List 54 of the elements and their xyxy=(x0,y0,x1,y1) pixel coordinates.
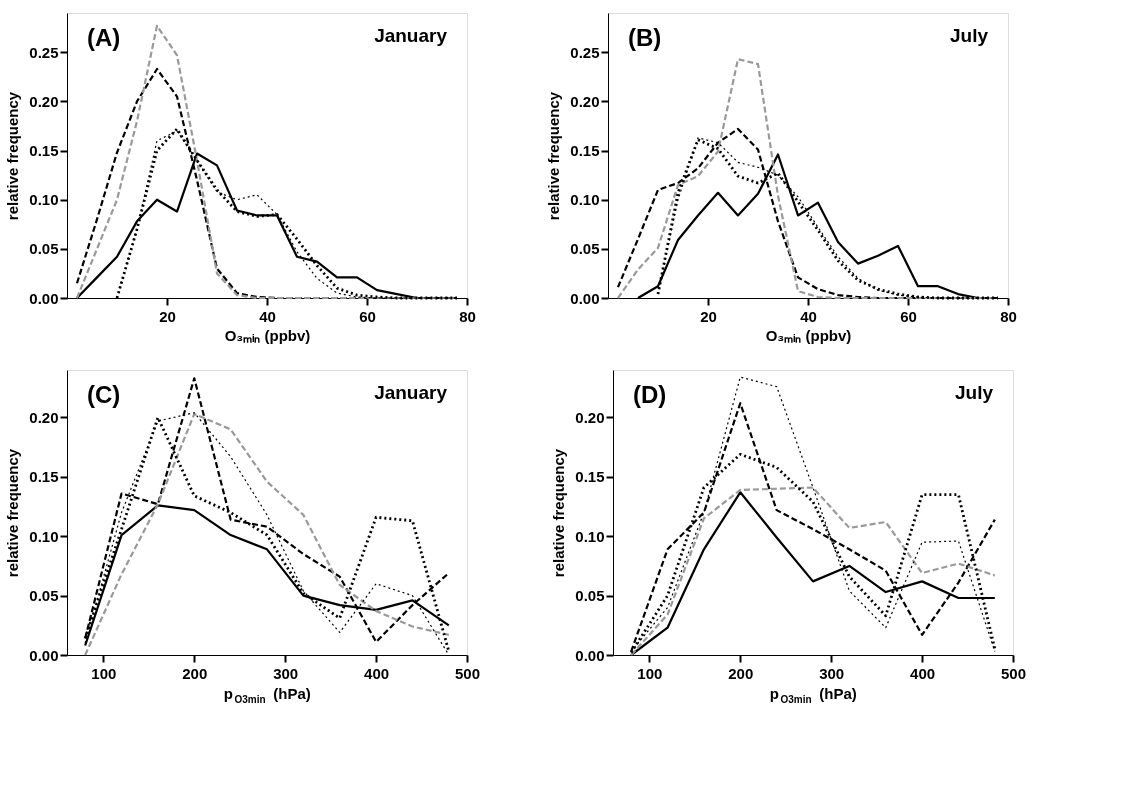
x-tick-label: 20 xyxy=(700,307,717,325)
y-tick-label: 0.20 xyxy=(570,92,600,110)
y-tick-label: 0.15 xyxy=(575,468,605,486)
x-tick-label: 20 xyxy=(159,307,176,325)
y-tick-label: 0.10 xyxy=(570,191,600,209)
x-tick-label: 300 xyxy=(273,664,299,682)
y-axis-title: relative frequency xyxy=(4,448,22,578)
x-tick-label: 200 xyxy=(182,664,208,682)
x-tick-label: 200 xyxy=(728,664,754,682)
annotation: (D) xyxy=(633,381,667,408)
y-tick-label: 0.20 xyxy=(575,409,605,426)
x-tick-label: 60 xyxy=(359,307,376,325)
y-tick-label: 0.00 xyxy=(575,646,605,664)
x-axis-title: O₃ₘᵢₙ (ppbv) xyxy=(224,326,311,344)
y-tick-label: 0.10 xyxy=(29,191,59,209)
annotation: (B) xyxy=(628,24,662,51)
x-axis-title: O₃ₘᵢₙ (ppbv) xyxy=(765,326,852,344)
y-tick-label: 0.10 xyxy=(29,527,59,545)
x-tick-label: 100 xyxy=(637,664,663,682)
x-tick-label: 400 xyxy=(910,664,936,682)
y-axis-title: relative frequency xyxy=(550,448,568,578)
y-tick-label: 0.25 xyxy=(29,43,59,61)
y-tick-label: 0.05 xyxy=(29,587,59,605)
y-tick-label: 0.05 xyxy=(570,240,600,258)
annotation: January xyxy=(374,25,448,46)
y-tick-label: 0.25 xyxy=(570,43,600,61)
x-tick-label: 60 xyxy=(900,307,917,325)
y-tick-label: 0.15 xyxy=(29,468,59,486)
x-tick-label: 80 xyxy=(1000,307,1017,325)
y-axis-title: relative frequency xyxy=(4,91,22,221)
x-tick-label: 400 xyxy=(364,664,390,682)
y-tick-label: 0.05 xyxy=(575,587,605,605)
y-axis-title: relative frequency xyxy=(545,91,563,221)
y-tick-label: 0.10 xyxy=(575,527,605,545)
annotation: January xyxy=(374,382,448,403)
y-tick-label: 0.15 xyxy=(29,142,59,160)
y-tick-label: 0.20 xyxy=(29,92,59,110)
annotation: (C) xyxy=(87,381,121,408)
y-tick-label: 0.15 xyxy=(570,142,600,160)
annotation: July xyxy=(954,382,994,403)
x-tick-label: 500 xyxy=(454,664,481,682)
annotation: (A) xyxy=(87,24,121,51)
y-tick-label: 0.00 xyxy=(29,289,59,307)
y-tick-label: 0.00 xyxy=(570,289,600,307)
y-tick-label: 0.05 xyxy=(29,240,59,258)
y-tick-label: 0.20 xyxy=(29,409,59,426)
x-tick-label: 40 xyxy=(800,307,817,325)
x-tick-label: 300 xyxy=(819,664,845,682)
x-tick-label: 100 xyxy=(91,664,117,682)
x-tick-label: 40 xyxy=(259,307,276,325)
x-tick-label: 500 xyxy=(1000,664,1027,682)
x-tick-label: 80 xyxy=(459,307,476,325)
annotation: July xyxy=(949,25,989,46)
y-tick-label: 0.00 xyxy=(29,646,59,664)
